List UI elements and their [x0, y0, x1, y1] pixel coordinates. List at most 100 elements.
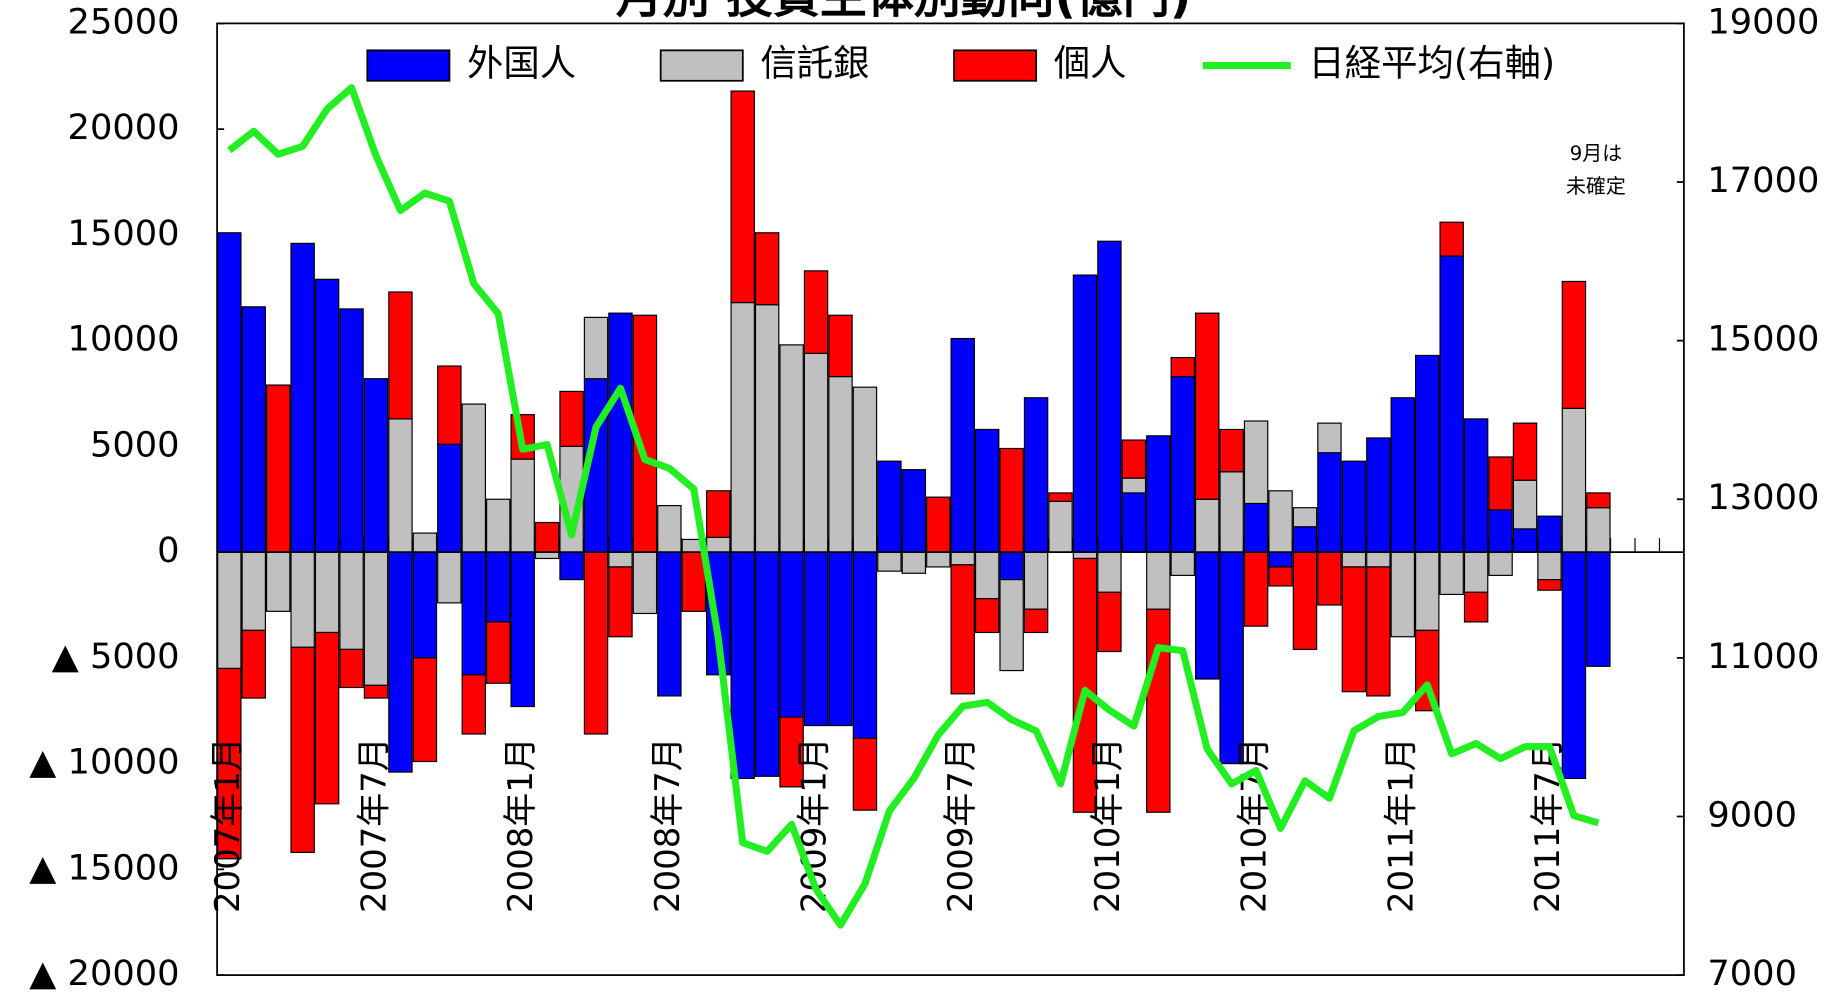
bar — [1561, 407, 1587, 553]
bar — [1463, 551, 1489, 593]
bar — [1194, 498, 1220, 553]
bar — [1439, 551, 1464, 596]
bar — [461, 674, 487, 735]
bar — [608, 566, 633, 638]
bar — [950, 337, 975, 553]
bar — [486, 551, 511, 623]
bar — [217, 232, 242, 553]
bar — [1586, 551, 1611, 667]
chart-title: 月別 投資主体別動向(億円) — [616, 0, 1192, 24]
annotation: 9月は — [1570, 142, 1623, 165]
bar — [632, 551, 658, 615]
bar — [1439, 255, 1464, 553]
bar — [1341, 566, 1367, 693]
y-tick-label: ▲ 5000 — [52, 636, 180, 677]
bar — [217, 667, 242, 860]
y2-tick-label: 19000 — [1707, 1, 1819, 42]
bar — [412, 551, 438, 659]
annotation: 未確定 — [1566, 175, 1626, 198]
bar — [1561, 280, 1587, 409]
bar — [706, 490, 731, 538]
bar — [1512, 422, 1538, 481]
bar — [1268, 566, 1293, 587]
bar — [339, 308, 364, 553]
bar — [852, 737, 878, 811]
bar — [828, 314, 853, 378]
bar — [1439, 221, 1464, 257]
y-tick-label: ▲ 10000 — [29, 742, 179, 783]
bar — [926, 496, 951, 553]
bar — [290, 551, 315, 648]
x-tick-label: 2008年7月 — [648, 737, 688, 913]
bar — [1219, 471, 1244, 553]
bar — [388, 291, 413, 420]
bar — [779, 344, 804, 553]
bar — [803, 551, 829, 727]
bar — [1366, 437, 1391, 553]
bar — [1121, 492, 1147, 553]
bar — [534, 521, 560, 553]
bar — [1366, 566, 1391, 697]
bar — [314, 278, 340, 553]
bar — [1023, 608, 1049, 634]
bar — [241, 306, 266, 553]
bar — [730, 551, 755, 780]
y2-tick-label: 13000 — [1707, 477, 1819, 518]
bar — [1317, 422, 1342, 454]
bar — [852, 551, 878, 739]
bar — [1243, 551, 1269, 627]
bar — [1194, 312, 1220, 500]
bar — [510, 551, 535, 708]
bar — [1341, 551, 1367, 568]
bar — [388, 418, 413, 553]
y-tick-label: ▲ 20000 — [29, 953, 179, 994]
y-tick-label: 20000 — [68, 107, 180, 148]
bar — [1121, 477, 1147, 494]
x-tick-label: 2007年7月 — [354, 737, 394, 913]
bar — [1072, 551, 1098, 560]
bar — [828, 551, 853, 727]
y-tick-label: 25000 — [68, 1, 180, 42]
bar — [339, 648, 364, 689]
x-tick-label: 2009年7月 — [941, 737, 981, 913]
bar — [1341, 460, 1367, 553]
bar — [1488, 509, 1513, 553]
bar — [754, 304, 780, 553]
bar — [1292, 551, 1318, 650]
y-tick-label: ▲ 15000 — [29, 847, 179, 888]
y2-tick-label: 15000 — [1707, 319, 1819, 360]
bar — [657, 505, 682, 553]
bar — [1586, 492, 1611, 509]
bar — [779, 716, 804, 788]
bar — [1170, 356, 1195, 378]
bar — [461, 551, 487, 676]
bar — [1366, 551, 1391, 568]
bar — [583, 316, 609, 380]
bar — [1537, 579, 1562, 591]
legend-label: 信託銀 — [760, 42, 869, 85]
bar — [437, 443, 462, 553]
bar — [877, 460, 902, 553]
bar — [1048, 492, 1073, 502]
bar — [730, 90, 755, 304]
line — [227, 84, 1600, 929]
bar — [1072, 274, 1098, 553]
bar — [608, 312, 633, 553]
y2-tick-label: 11000 — [1707, 636, 1819, 677]
legend-label: 外国人 — [467, 42, 576, 85]
bar — [461, 403, 487, 553]
legend-label: 日経平均(右軸) — [1308, 42, 1555, 85]
bar — [877, 551, 902, 572]
bar — [437, 551, 462, 604]
bar — [901, 469, 927, 553]
bar — [241, 551, 266, 631]
bar — [1390, 551, 1416, 638]
bar — [290, 242, 315, 553]
bar — [1488, 456, 1513, 511]
bar — [1317, 551, 1342, 606]
y-tick-label: 5000 — [90, 424, 180, 465]
bar — [1415, 354, 1440, 553]
bar — [534, 551, 560, 560]
x-tick-label: 2010年7月 — [1235, 737, 1275, 913]
